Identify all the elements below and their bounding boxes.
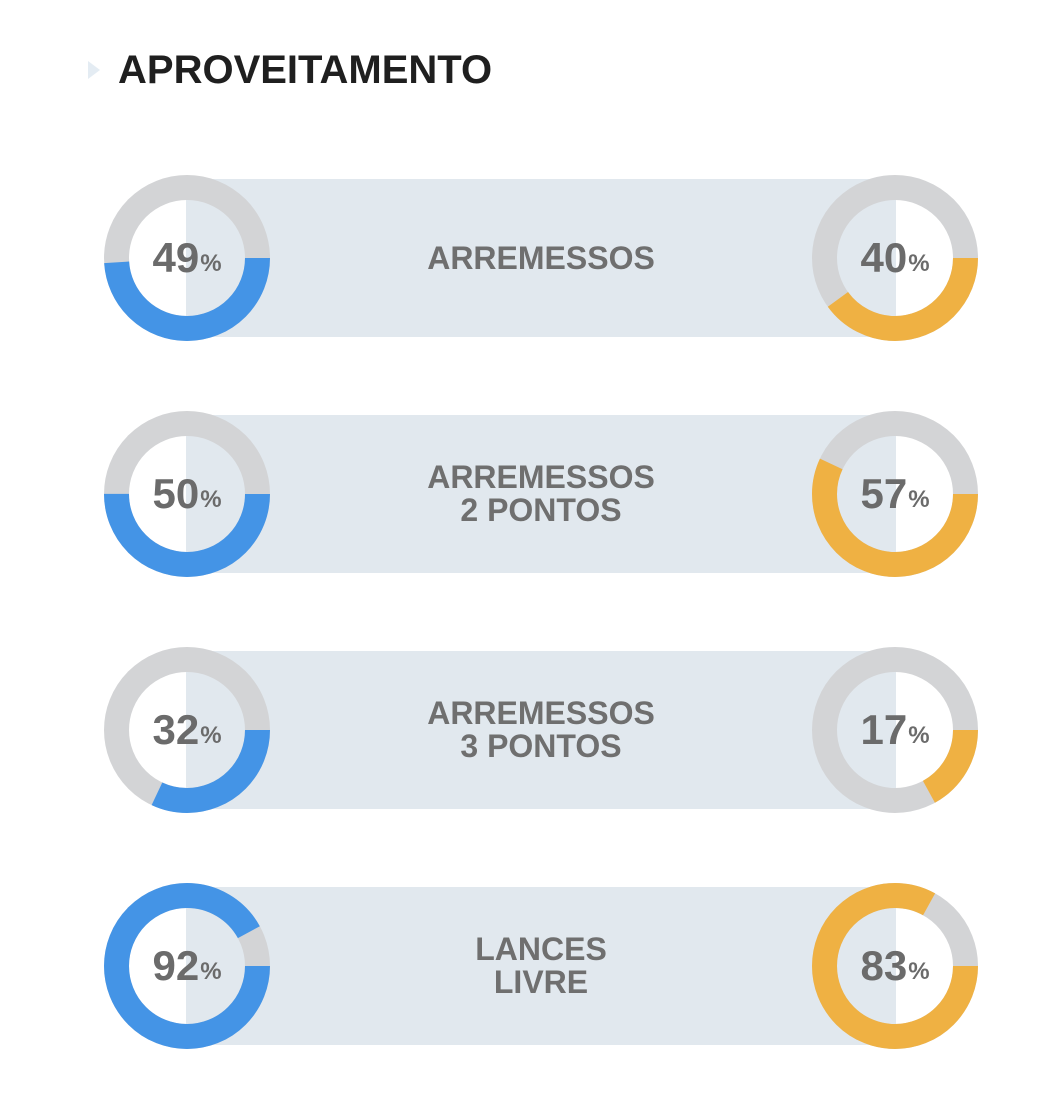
stat-band xyxy=(186,179,896,337)
section-title: APROVEITAMENTO xyxy=(118,47,493,92)
team-a-arc xyxy=(104,647,270,813)
team-b-donut-graphic xyxy=(812,175,978,341)
team-a-donut-value: 92% xyxy=(103,882,271,1050)
percent-sign: % xyxy=(908,486,930,513)
team-a-donut-value: 50% xyxy=(103,410,271,578)
team-a-donut-graphic xyxy=(104,411,270,577)
team-b-donut: 17% xyxy=(811,646,979,814)
team-a-donut: 49% xyxy=(103,174,271,342)
team-a-percentage: 32 xyxy=(152,706,200,753)
stat-row: ARREMESSOS 2 PONTOS 50% 57% xyxy=(103,410,979,578)
team-b-arc xyxy=(812,411,978,577)
team-b-donut: 83% xyxy=(811,882,979,1050)
stat-label: ARREMESSOS xyxy=(427,239,655,276)
stat-row: ARREMESSOS 49% 40% xyxy=(103,174,979,342)
stat-band xyxy=(186,651,896,809)
percent-sign: % xyxy=(200,722,222,749)
team-a-arc xyxy=(104,411,270,577)
percent-sign: % xyxy=(200,486,222,513)
team-b-arc xyxy=(812,647,978,813)
triangle-icon xyxy=(88,61,100,79)
team-a-donut: 32% xyxy=(103,646,271,814)
team-b-donut: 40% xyxy=(811,174,979,342)
stat-band xyxy=(186,887,896,1045)
team-b-donut-graphic xyxy=(812,883,978,1049)
section-header: APROVEITAMENTO xyxy=(88,42,492,98)
percent-sign: % xyxy=(200,958,222,985)
stat-row: ARREMESSOS 3 PONTOS 32% 17% xyxy=(103,646,979,814)
team-a-percentage: 49 xyxy=(152,234,200,281)
percent-sign: % xyxy=(908,250,930,277)
team-b-arc xyxy=(812,883,978,1049)
team-b-donut-value: 17% xyxy=(811,646,979,814)
team-a-donut-value: 49% xyxy=(103,174,271,342)
team-b-donut-value: 57% xyxy=(811,410,979,578)
team-a-donut-graphic xyxy=(104,647,270,813)
team-b-donut-graphic xyxy=(812,647,978,813)
stat-label: ARREMESSOS 3 PONTOS xyxy=(427,695,655,764)
stat-label: ARREMESSOS 2 PONTOS xyxy=(427,459,655,528)
stat-row: LANCES LIVRE 92% 83% xyxy=(103,882,979,1050)
team-a-arc xyxy=(104,883,270,1049)
team-a-donut-graphic xyxy=(104,883,270,1049)
team-b-donut-value: 83% xyxy=(811,882,979,1050)
team-b-percentage: 17 xyxy=(860,706,908,753)
team-a-donut-graphic xyxy=(104,175,270,341)
team-b-percentage: 57 xyxy=(860,470,908,517)
percent-sign: % xyxy=(908,722,930,749)
team-a-arc xyxy=(104,175,270,341)
team-b-donut: 57% xyxy=(811,410,979,578)
team-b-percentage: 40 xyxy=(860,234,908,281)
stat-band xyxy=(186,415,896,573)
percent-sign: % xyxy=(200,250,222,277)
percent-sign: % xyxy=(908,958,930,985)
stat-label: LANCES LIVRE xyxy=(475,931,607,1000)
team-b-donut-graphic xyxy=(812,411,978,577)
team-a-donut: 92% xyxy=(103,882,271,1050)
team-b-donut-value: 40% xyxy=(811,174,979,342)
team-a-donut: 50% xyxy=(103,410,271,578)
team-b-percentage: 83 xyxy=(860,942,908,989)
team-b-arc xyxy=(812,175,978,341)
team-a-donut-value: 32% xyxy=(103,646,271,814)
team-a-percentage: 92 xyxy=(152,942,200,989)
team-a-percentage: 50 xyxy=(152,470,200,517)
